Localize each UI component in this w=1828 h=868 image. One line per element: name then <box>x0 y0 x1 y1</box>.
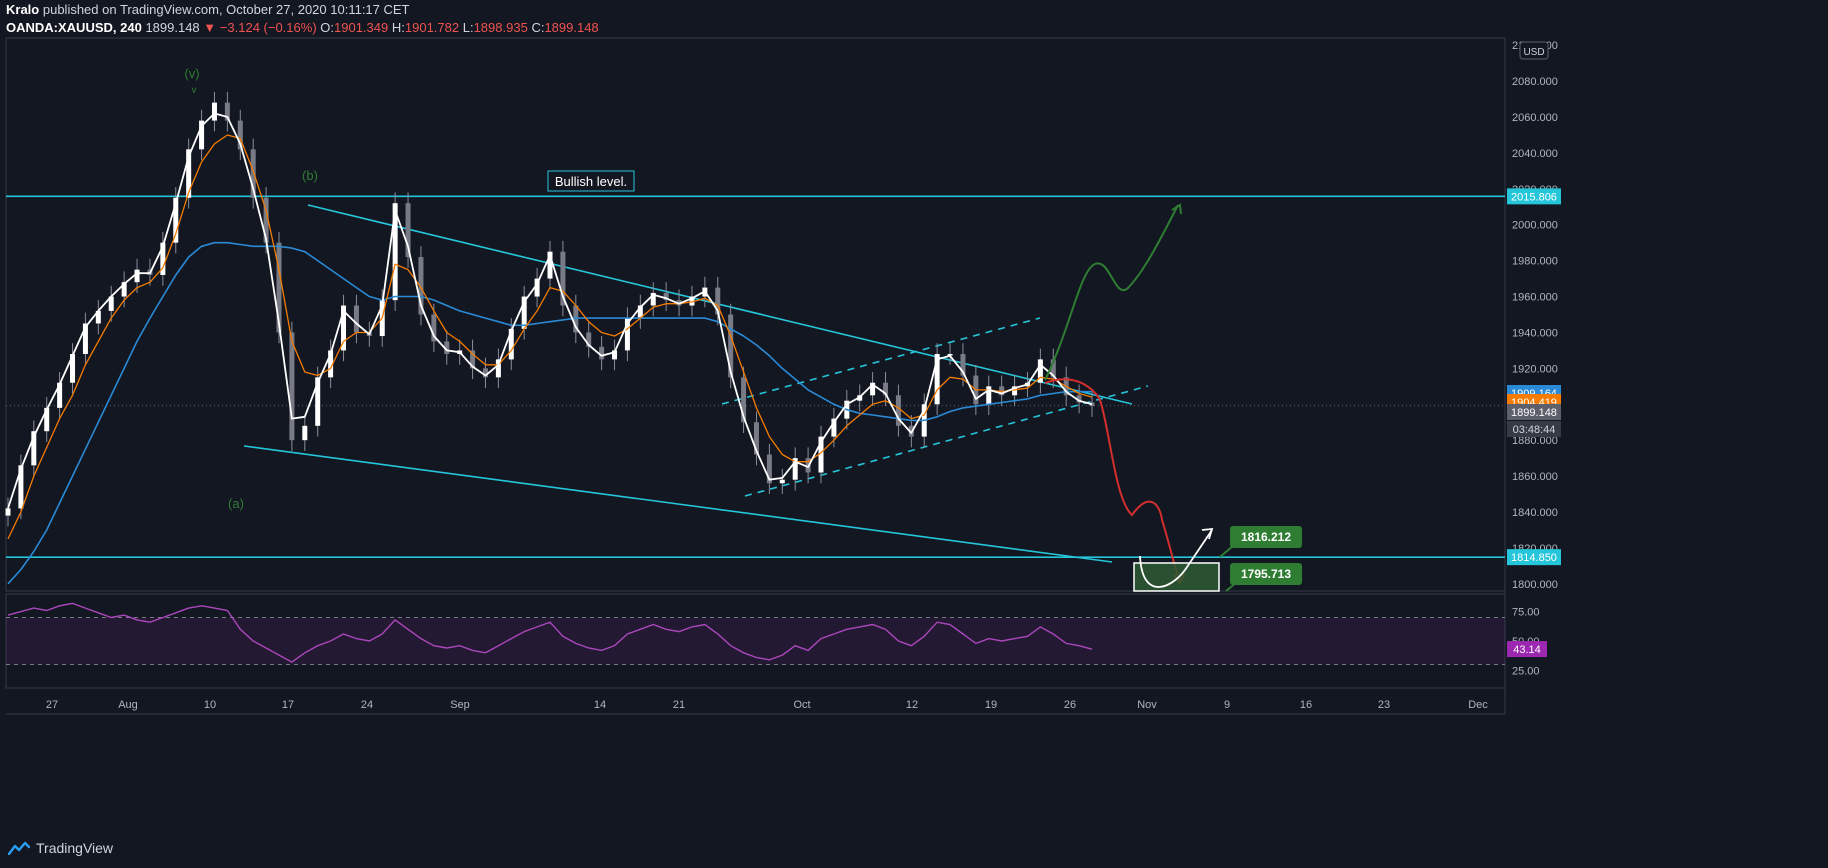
rsi-level-label: 75.00 <box>1512 607 1540 619</box>
price-tick-label: 2060.000 <box>1512 112 1558 124</box>
time-tick-label: 23 <box>1378 699 1390 711</box>
channel-lower-line[interactable] <box>244 446 1112 562</box>
time-tick-label: 19 <box>985 699 997 711</box>
price-tick-label: 1920.000 <box>1512 363 1558 375</box>
time-tick-label: 10 <box>204 699 216 711</box>
time-tick-label: 12 <box>906 699 918 711</box>
ma-slow-line <box>8 243 1092 584</box>
currency-label[interactable]: USD <box>1523 47 1544 58</box>
countdown-label: 03:48:44 <box>1513 424 1556 436</box>
time-tick-label: Oct <box>793 699 810 711</box>
price-tick-label: 1840.000 <box>1512 507 1558 519</box>
candle-body <box>212 103 217 121</box>
candle-body <box>6 508 11 515</box>
bullish-level-label: Bullish level. <box>555 174 627 189</box>
time-tick-label: 14 <box>594 699 606 711</box>
tradingview-logo-icon <box>8 841 30 855</box>
footer-brand[interactable]: TradingView <box>8 840 113 856</box>
candle-body <box>780 480 785 484</box>
price-tick-label: 1960.000 <box>1512 292 1558 304</box>
price-label-text: 1814.850 <box>1511 552 1557 564</box>
target-high-label: 1816.212 <box>1241 530 1291 544</box>
time-tick-label: Aug <box>118 699 138 711</box>
wave-label: v <box>192 85 197 96</box>
price-tick-label: 1800.000 <box>1512 579 1558 591</box>
price-tick-label: 2080.000 <box>1512 76 1558 88</box>
price-label-text: 1899.148 <box>1511 407 1557 419</box>
candlestick-series <box>6 92 1095 527</box>
candle-body <box>599 347 604 360</box>
footer-brand-label: TradingView <box>36 840 113 856</box>
time-tick-label: Nov <box>1137 699 1157 711</box>
time-tick-label: 16 <box>1300 699 1312 711</box>
target-low-label: 1795.713 <box>1241 567 1291 581</box>
wave-label: (a) <box>228 496 244 511</box>
wave-label: (v) <box>184 66 199 81</box>
time-tick-label: 17 <box>282 699 294 711</box>
bearish-projection-path[interactable] <box>1045 379 1180 582</box>
price-tick-label: 2040.000 <box>1512 148 1558 160</box>
rsi-level-label: 25.00 <box>1512 665 1540 677</box>
rsi-value-label: 43.14 <box>1513 644 1541 656</box>
price-label-text: 2015.806 <box>1511 191 1557 203</box>
price-tick-label: 1980.000 <box>1512 256 1558 268</box>
time-tick-label: Sep <box>450 699 470 711</box>
wave-label: (b) <box>302 168 318 183</box>
time-tick-label: 27 <box>46 699 58 711</box>
bullish-projection-path[interactable] <box>1045 205 1178 380</box>
candle-body <box>302 426 307 440</box>
candle-body <box>289 332 294 440</box>
price-tick-label: 1940.000 <box>1512 327 1558 339</box>
price-tick-label: 2000.000 <box>1512 220 1558 232</box>
time-tick-label: 26 <box>1064 699 1076 711</box>
time-tick-label: 21 <box>673 699 685 711</box>
time-tick-label: 24 <box>361 699 373 711</box>
price-tick-label: 1860.000 <box>1512 471 1558 483</box>
time-tick-label: 9 <box>1224 699 1230 711</box>
candle-body <box>354 306 359 333</box>
candle-body <box>135 270 140 283</box>
time-tick-label: Dec <box>1468 699 1488 711</box>
target-zone[interactable] <box>1134 563 1219 591</box>
